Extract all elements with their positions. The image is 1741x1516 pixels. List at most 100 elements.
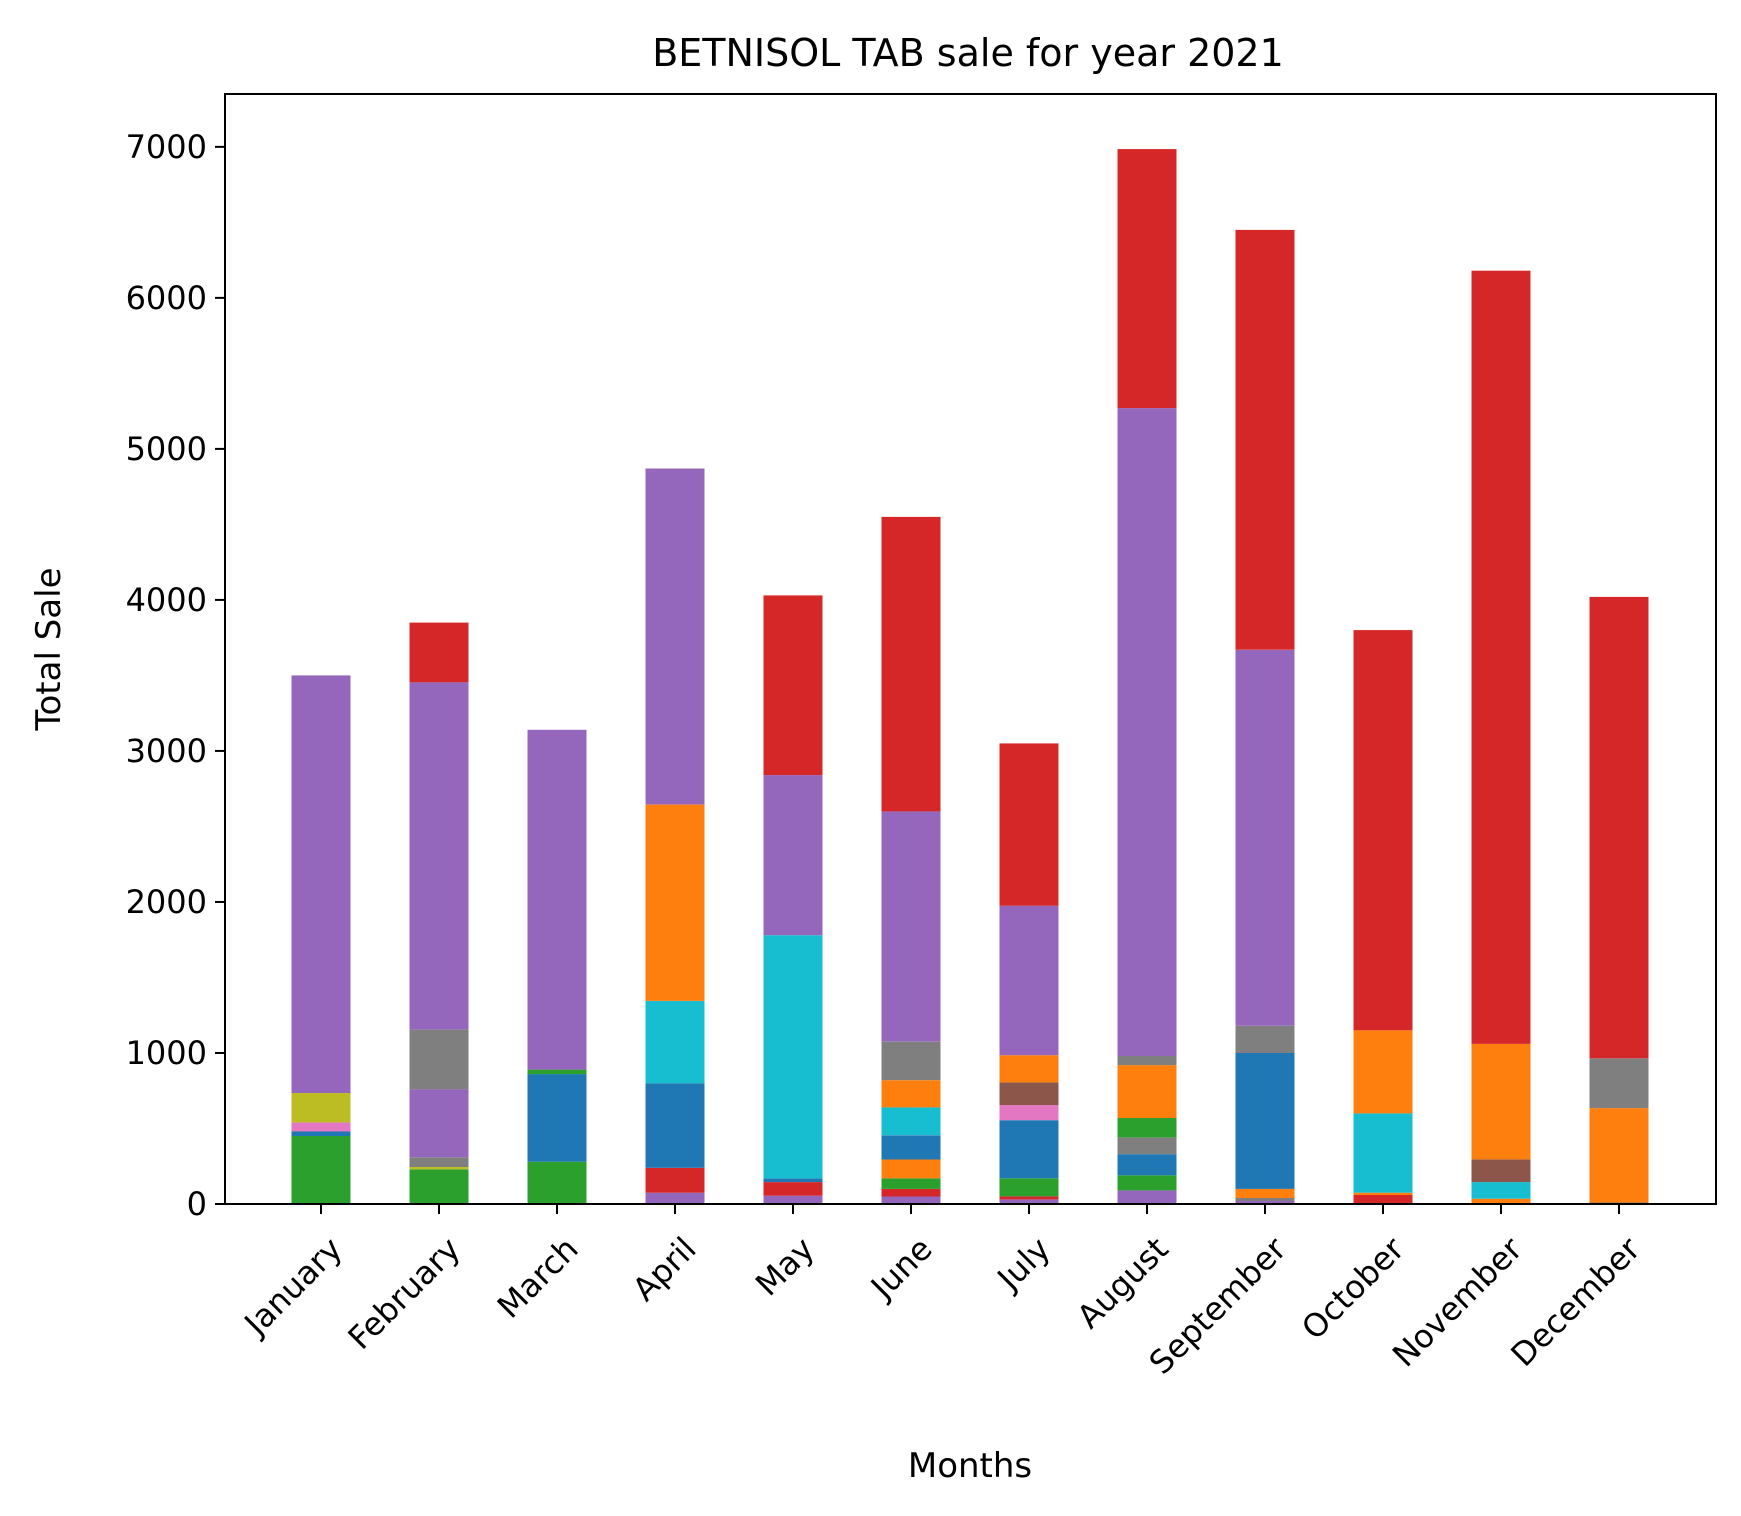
bar-segment-august-6 bbox=[1117, 1056, 1177, 1066]
bar-segment-may-1 bbox=[763, 1182, 823, 1196]
bar-segment-july-4 bbox=[999, 1105, 1059, 1121]
bar-segment-november-3 bbox=[1471, 1043, 1531, 1160]
bar-segment-april-1 bbox=[645, 1167, 705, 1193]
x-tick-label-february: February bbox=[340, 1230, 467, 1357]
bar-segment-january-0 bbox=[291, 1136, 351, 1204]
bar-segment-september-1 bbox=[1235, 1198, 1295, 1201]
bar-segment-february-2 bbox=[409, 1157, 469, 1167]
bar-segment-may-3 bbox=[763, 935, 823, 1179]
bar-segment-november-1 bbox=[1471, 1182, 1531, 1199]
bar-segment-september-0 bbox=[1235, 1201, 1295, 1204]
chart-title: BETNISOL TAB sale for year 2021 bbox=[652, 31, 1284, 75]
bar-segment-october-3 bbox=[1353, 1030, 1413, 1114]
bar-segment-september-2 bbox=[1235, 1188, 1295, 1198]
bars-layer bbox=[291, 149, 1649, 1204]
x-tick-label-march: March bbox=[490, 1230, 586, 1326]
bar-segment-march-3 bbox=[527, 729, 587, 1070]
x-tick-label-december: December bbox=[1503, 1229, 1648, 1374]
bar-segment-july-2 bbox=[999, 1178, 1059, 1197]
bar-segment-july-6 bbox=[999, 1055, 1059, 1083]
bar-segment-february-0 bbox=[409, 1169, 469, 1204]
bar-segment-september-3 bbox=[1235, 1053, 1295, 1189]
bar-segment-february-3 bbox=[409, 1089, 469, 1158]
bar-segment-july-3 bbox=[999, 1120, 1059, 1179]
bar-segment-august-1 bbox=[1117, 1175, 1177, 1191]
bar-segment-january-2 bbox=[291, 1122, 351, 1132]
bar-segment-october-2 bbox=[1353, 1113, 1413, 1193]
y-axis: 0 1000 2000 3000 4000 5000 6000 7000 bbox=[126, 128, 225, 1223]
bar-segment-june-5 bbox=[881, 1107, 941, 1136]
bar-segment-november-4 bbox=[1471, 270, 1531, 1044]
bar-segment-july-1 bbox=[999, 1196, 1059, 1200]
bar-segment-june-3 bbox=[881, 1159, 941, 1179]
bar-segment-july-7 bbox=[999, 905, 1059, 1056]
bar-segment-august-2 bbox=[1117, 1154, 1177, 1176]
bar-segment-august-0 bbox=[1117, 1190, 1177, 1204]
bar-segment-july-5 bbox=[999, 1082, 1059, 1106]
bar-segment-august-3 bbox=[1117, 1137, 1177, 1155]
bar-segment-march-2 bbox=[527, 1069, 587, 1075]
y-tick-label: 5000 bbox=[126, 430, 207, 468]
bar-segment-april-4 bbox=[645, 804, 705, 1001]
bar-segment-february-6 bbox=[409, 622, 469, 683]
bar-segment-september-6 bbox=[1235, 229, 1295, 650]
bar-segment-april-0 bbox=[645, 1192, 705, 1204]
x-tick-label-june: June bbox=[862, 1230, 940, 1308]
x-tick-label-july: July bbox=[989, 1230, 1058, 1299]
bar-segment-october-0 bbox=[1353, 1194, 1413, 1204]
y-tick-label: 6000 bbox=[126, 279, 207, 317]
bar-segment-may-5 bbox=[763, 595, 823, 776]
bar-segment-december-1 bbox=[1589, 1108, 1649, 1203]
y-tick-label: 4000 bbox=[126, 581, 207, 619]
bar-segment-february-5 bbox=[409, 682, 469, 1030]
bar-segment-november-0 bbox=[1471, 1198, 1531, 1204]
bar-segment-january-3 bbox=[291, 1093, 351, 1123]
bar-segment-february-4 bbox=[409, 1029, 469, 1090]
bar-segment-june-2 bbox=[881, 1178, 941, 1189]
bar-segment-august-7 bbox=[1117, 408, 1177, 1057]
bar-segment-march-0 bbox=[527, 1161, 587, 1204]
bar-segment-july-0 bbox=[999, 1199, 1059, 1204]
bar-segment-may-2 bbox=[763, 1178, 823, 1183]
bar-segment-august-4 bbox=[1117, 1117, 1177, 1138]
bar-segment-april-5 bbox=[645, 468, 705, 805]
bar-segment-february-1 bbox=[409, 1167, 469, 1170]
bar-segment-june-6 bbox=[881, 1080, 941, 1108]
bar-segment-june-1 bbox=[881, 1188, 941, 1197]
bar-segment-june-9 bbox=[881, 516, 941, 812]
x-tick-label-january: January bbox=[236, 1230, 350, 1344]
bar-segment-july-8 bbox=[999, 743, 1059, 906]
bar-segment-march-1 bbox=[527, 1074, 587, 1162]
bar-segment-april-2 bbox=[645, 1083, 705, 1168]
bar-segment-november-2 bbox=[1471, 1159, 1531, 1183]
x-tick-label-october: October bbox=[1294, 1229, 1412, 1347]
bar-segment-october-1 bbox=[1353, 1192, 1413, 1195]
bar-segment-april-3 bbox=[645, 1000, 705, 1084]
bar-segment-december-2 bbox=[1589, 1058, 1649, 1109]
x-tick-label-may: May bbox=[748, 1230, 822, 1304]
bar-segment-october-4 bbox=[1353, 630, 1413, 1031]
bar-segment-september-5 bbox=[1235, 649, 1295, 1026]
bar-segment-june-7 bbox=[881, 1041, 941, 1081]
y-tick-label: 1000 bbox=[126, 1034, 207, 1072]
x-axis-label: Months bbox=[908, 1446, 1032, 1486]
y-tick-label: 0 bbox=[187, 1185, 207, 1223]
bar-segment-june-8 bbox=[881, 811, 941, 1042]
bar-segment-august-8 bbox=[1117, 149, 1177, 409]
bar-segment-december-3 bbox=[1589, 596, 1649, 1059]
y-tick-label: 7000 bbox=[126, 128, 207, 166]
bar-segment-september-4 bbox=[1235, 1025, 1295, 1053]
y-tick-label: 3000 bbox=[126, 732, 207, 770]
bar-segment-june-4 bbox=[881, 1135, 941, 1160]
bar-segment-may-0 bbox=[763, 1195, 823, 1204]
bar-segment-january-1 bbox=[291, 1131, 351, 1136]
bar-segment-august-5 bbox=[1117, 1065, 1177, 1118]
y-axis-label: Total Sale bbox=[29, 568, 69, 732]
x-tick-label-august: August bbox=[1070, 1230, 1176, 1336]
bar-segment-may-4 bbox=[763, 775, 823, 936]
plot-frame bbox=[224, 93, 1717, 1205]
bar-segment-january-4 bbox=[291, 675, 351, 1093]
